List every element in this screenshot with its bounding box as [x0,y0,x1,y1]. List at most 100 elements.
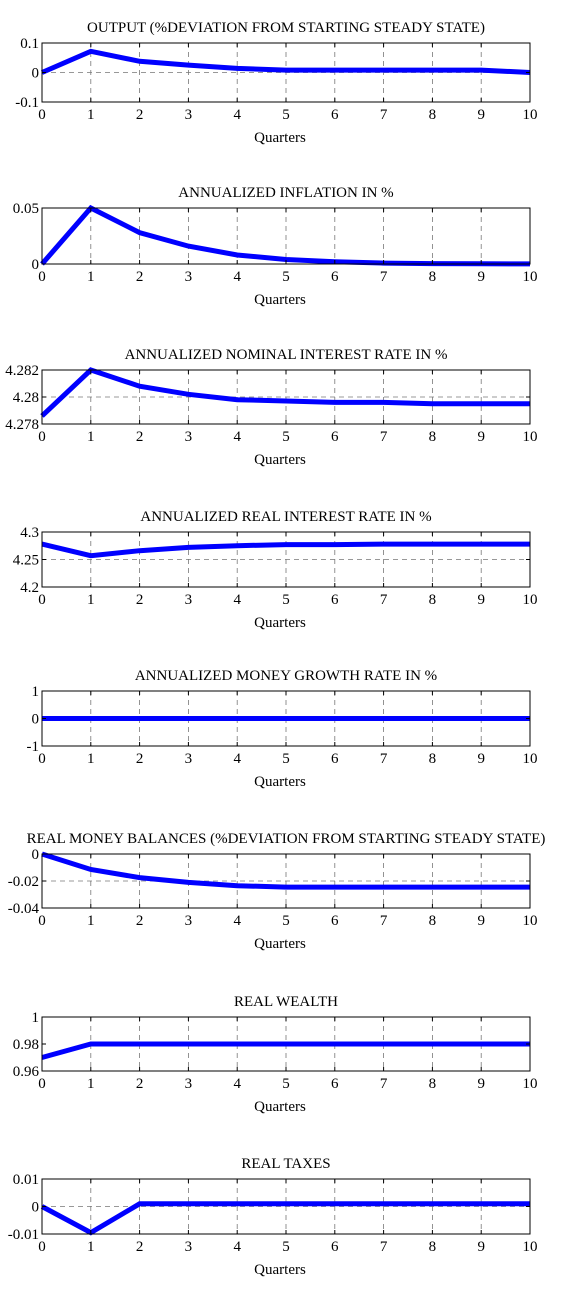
y-tick-label: -0.02 [8,874,39,890]
x-tick-label: 10 [523,592,538,608]
y-tick-label: 1 [32,684,40,700]
x-tick-label: 8 [429,429,437,445]
x-tick-label: 1 [87,107,95,123]
chart-panel-1: OUTPUT (%DEVIATION FROM STARTING STEADY … [15,20,537,146]
x-tick-label: 4 [233,107,241,123]
x-tick-label: 5 [282,751,290,767]
x-tick-label: 9 [477,1239,485,1255]
chart-panel-4: ANNUALIZED REAL INTEREST RATE IN % 0 1 2 3 4 5… [13,509,538,631]
x-tick-label: 5 [282,1076,290,1092]
x-tick-label: 5 [282,913,290,929]
y-tick-label: 0 [32,66,40,82]
x-tick-label: 4 [233,913,241,929]
x-axis-label: Quarters [254,292,306,308]
x-tick-label: 9 [477,592,485,608]
x-tick-label: 8 [429,1076,437,1092]
chart-panel-3: ANNUALIZED NOMINAL INTEREST RATE IN % 0 1 2… [5,347,537,468]
x-tick-label: 6 [331,1239,339,1255]
x-tick-label: 1 [87,592,95,608]
x-axis-label: Quarters [254,936,306,952]
x-tick-label: 10 [523,107,538,123]
y-tick-label: 0 [32,847,40,863]
chart-panel-5: ANNUALIZED MONEY GROWTH RATE IN % 0 1 2 3 4 5 6… [27,668,538,790]
x-tick-label: 7 [380,592,388,608]
x-tick-label: 4 [233,751,241,767]
chart-title: REAL MONEY BALANCES (%DEVIATION FROM STA… [27,831,546,847]
x-tick-label: 10 [523,1239,538,1255]
x-tick-label: 3 [185,1239,193,1255]
chart-title: ANNUALIZED NOMINAL INTEREST RATE IN % [125,347,448,363]
x-tick-label: 5 [282,269,290,285]
x-tick-label: 3 [185,1076,193,1092]
y-tick-label: 0 [32,257,40,273]
y-tick-label: 0 [32,1200,40,1216]
x-tick-label: 9 [477,751,485,767]
x-tick-label: 1 [87,1076,95,1092]
x-tick-label: 10 [523,913,538,929]
chart-title: OUTPUT (%DEVIATION FROM STARTING STEADY … [87,20,485,36]
x-tick-label: 10 [523,269,538,285]
x-tick-label: 2 [136,1076,144,1092]
y-tick-label: -1 [27,739,40,755]
x-tick-label: 2 [136,107,144,123]
x-tick-label: 0 [38,107,46,123]
chart-title: REAL TAXES [241,1156,330,1172]
series-line [41,1041,530,1060]
x-tick-label: 4 [233,1239,241,1255]
chart-title: ANNUALIZED MONEY GROWTH RATE IN % [135,668,437,684]
x-tick-label: 8 [429,1239,437,1255]
y-tick-label: 4.282 [5,363,39,379]
series-line [41,541,530,559]
x-tick-label: 0 [38,751,46,767]
x-tick-label: 9 [477,1076,485,1092]
y-tick-label: 0.05 [13,201,39,217]
y-tick-label: 0.96 [13,1064,40,1080]
x-axis-label: Quarters [254,615,306,631]
series-line [41,851,530,890]
x-tick-label: 1 [87,429,95,445]
x-tick-label: 8 [429,269,437,285]
x-tick-label: 1 [87,269,95,285]
x-tick-label: 0 [38,913,46,929]
x-tick-label: 7 [380,751,388,767]
x-tick-label: 3 [185,751,193,767]
chart-title: ANNUALIZED INFLATION IN % [178,185,393,201]
chart-panel-6: REAL MONEY BALANCES (%DEVIATION FROM STA… [8,831,546,952]
x-tick-label: 6 [331,1076,339,1092]
x-tick-label: 3 [185,592,193,608]
x-tick-label: 2 [136,592,144,608]
x-tick-label: 1 [87,1239,95,1255]
y-tick-label: 1 [32,1010,40,1026]
x-tick-label: 3 [185,429,193,445]
x-tick-label: 8 [429,913,437,929]
x-tick-label: 6 [331,751,339,767]
x-tick-label: 7 [380,1076,388,1092]
x-tick-label: 2 [136,429,144,445]
x-tick-label: 0 [38,1076,46,1092]
y-tick-label: 0.1 [20,36,39,52]
x-tick-label: 2 [136,269,144,285]
series-line [41,48,531,75]
x-tick-label: 9 [477,913,485,929]
x-tick-label: 0 [38,269,46,285]
x-tick-label: 0 [38,1239,46,1255]
chart-panel-2: ANNUALIZED INFLATION IN % 0 1 2 3 4 5 6 7 8 9 10 0 0.… [13,185,538,308]
chart-title: ANNUALIZED REAL INTEREST RATE IN % [140,509,431,525]
x-axis-label: Quarters [254,130,306,146]
x-tick-label: 8 [429,107,437,123]
x-tick-label: 2 [136,751,144,767]
y-tick-label: 0 [32,712,40,728]
x-tick-label: 4 [233,429,241,445]
x-tick-label: 1 [87,913,95,929]
x-tick-label: 2 [136,1239,144,1255]
y-tick-label: 0.98 [13,1037,39,1053]
x-tick-label: 10 [523,751,538,767]
series-line [40,367,530,418]
y-tick-label: -0.1 [15,95,39,111]
x-tick-label: 0 [38,592,46,608]
x-tick-label: 6 [331,429,339,445]
x-tick-label: 9 [477,429,485,445]
y-tick-label: 4.25 [13,553,39,569]
x-tick-label: 6 [331,592,339,608]
